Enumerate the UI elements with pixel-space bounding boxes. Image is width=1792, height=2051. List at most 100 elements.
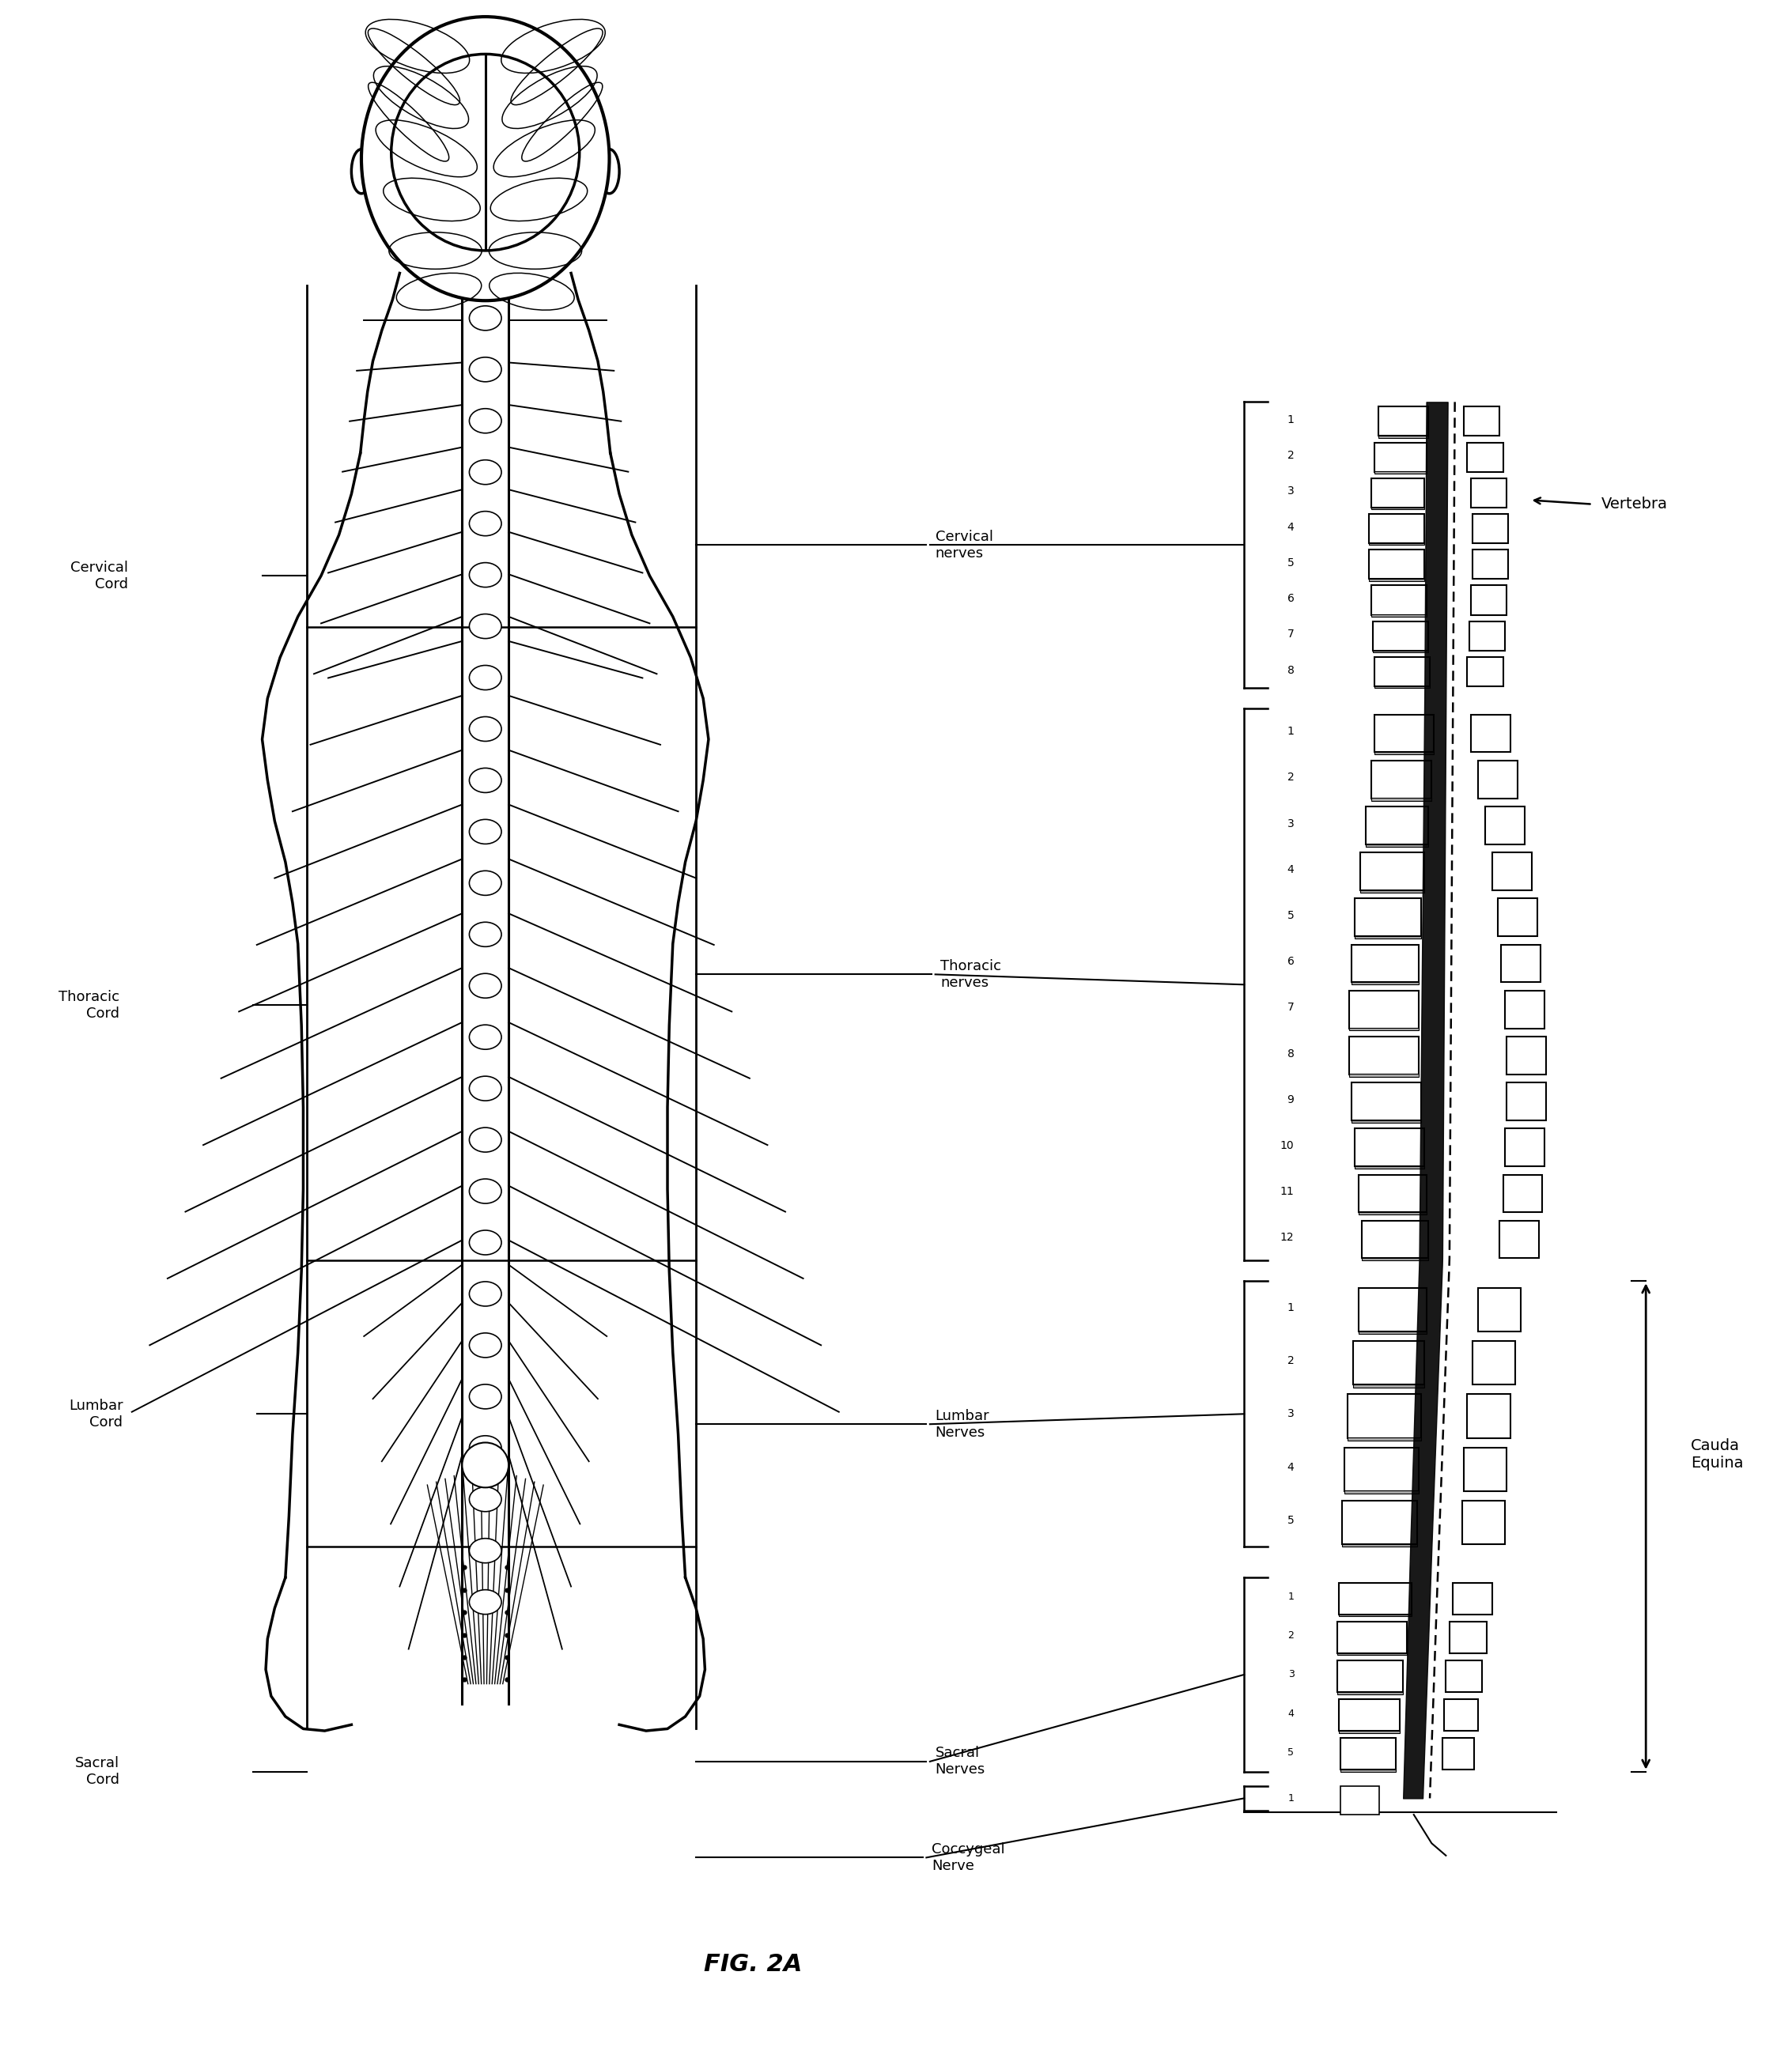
Ellipse shape bbox=[470, 459, 502, 484]
Bar bbox=[1373, 621, 1428, 650]
Bar bbox=[1464, 406, 1500, 437]
Bar bbox=[1464, 1448, 1507, 1491]
Text: 4: 4 bbox=[1287, 521, 1294, 533]
Bar bbox=[1358, 1288, 1426, 1331]
Bar bbox=[1340, 1786, 1380, 1815]
Text: 5: 5 bbox=[1287, 911, 1294, 921]
Bar bbox=[1486, 806, 1525, 845]
Bar bbox=[1355, 1128, 1425, 1167]
Bar bbox=[1355, 935, 1421, 939]
Bar bbox=[1473, 515, 1509, 544]
Text: Vertebra: Vertebra bbox=[1602, 496, 1668, 511]
Circle shape bbox=[362, 16, 609, 301]
Text: 6: 6 bbox=[1287, 956, 1294, 968]
Bar bbox=[1349, 1075, 1419, 1077]
Bar bbox=[1443, 1737, 1475, 1770]
Ellipse shape bbox=[470, 974, 502, 999]
Text: 8: 8 bbox=[1287, 665, 1294, 677]
Ellipse shape bbox=[470, 1077, 502, 1101]
Bar bbox=[1468, 1395, 1511, 1438]
Bar bbox=[1498, 898, 1538, 937]
Ellipse shape bbox=[470, 923, 502, 948]
Bar bbox=[1349, 1036, 1419, 1075]
Bar bbox=[1374, 443, 1426, 472]
Bar bbox=[1471, 714, 1511, 753]
Ellipse shape bbox=[470, 306, 502, 330]
Bar bbox=[1369, 550, 1425, 578]
Text: 5: 5 bbox=[1287, 558, 1294, 568]
Text: 3: 3 bbox=[1287, 1409, 1294, 1419]
Text: 2: 2 bbox=[1287, 449, 1294, 461]
Text: 3: 3 bbox=[1288, 1670, 1294, 1680]
Bar bbox=[1339, 1583, 1412, 1614]
Ellipse shape bbox=[470, 1384, 502, 1409]
Bar bbox=[1366, 806, 1428, 845]
Ellipse shape bbox=[470, 1179, 502, 1204]
Bar bbox=[1353, 1341, 1425, 1384]
Bar bbox=[1358, 1175, 1426, 1212]
Bar bbox=[1468, 656, 1503, 687]
Bar bbox=[1351, 1120, 1421, 1122]
Ellipse shape bbox=[470, 1333, 502, 1358]
Text: Cauda
Equina: Cauda Equina bbox=[1690, 1438, 1744, 1471]
Ellipse shape bbox=[470, 1538, 502, 1563]
Bar bbox=[1342, 1501, 1417, 1544]
Text: 6: 6 bbox=[1287, 593, 1294, 605]
Text: 1: 1 bbox=[1288, 1592, 1294, 1602]
Text: 4: 4 bbox=[1288, 1708, 1294, 1719]
Text: 3: 3 bbox=[1287, 486, 1294, 496]
Ellipse shape bbox=[470, 408, 502, 433]
Bar bbox=[1502, 946, 1541, 982]
Bar bbox=[1453, 1583, 1493, 1614]
Ellipse shape bbox=[470, 562, 502, 587]
Text: 11: 11 bbox=[1279, 1185, 1294, 1198]
Bar bbox=[1507, 1083, 1546, 1120]
Ellipse shape bbox=[470, 872, 502, 896]
Bar bbox=[1478, 761, 1518, 798]
Ellipse shape bbox=[470, 665, 502, 689]
Bar bbox=[1371, 761, 1432, 798]
Text: Coccygeal
Nerve: Coccygeal Nerve bbox=[932, 1842, 1005, 1873]
Text: 1: 1 bbox=[1287, 414, 1294, 425]
Bar bbox=[1351, 946, 1419, 982]
Text: 7: 7 bbox=[1287, 1003, 1294, 1013]
Bar bbox=[1473, 1341, 1516, 1384]
Bar bbox=[1374, 714, 1434, 753]
Bar bbox=[1337, 1653, 1407, 1655]
Bar bbox=[1374, 656, 1430, 687]
Text: 2: 2 bbox=[1288, 1631, 1294, 1641]
Bar bbox=[1473, 550, 1509, 578]
Ellipse shape bbox=[462, 1442, 509, 1487]
Ellipse shape bbox=[470, 820, 502, 843]
Text: Thoracic
Cord: Thoracic Cord bbox=[59, 991, 120, 1021]
Ellipse shape bbox=[599, 150, 620, 193]
Bar bbox=[1355, 1167, 1425, 1169]
Bar bbox=[1362, 1257, 1428, 1261]
Bar bbox=[1371, 798, 1432, 800]
Bar bbox=[1468, 443, 1503, 472]
Text: 10: 10 bbox=[1279, 1140, 1294, 1151]
Text: 3: 3 bbox=[1287, 818, 1294, 829]
Bar bbox=[1446, 1659, 1482, 1692]
Text: 8: 8 bbox=[1287, 1048, 1294, 1058]
Text: Cervical
Cord: Cervical Cord bbox=[70, 560, 129, 591]
Ellipse shape bbox=[470, 613, 502, 638]
Text: Lumbar
Cord: Lumbar Cord bbox=[68, 1399, 124, 1430]
Ellipse shape bbox=[351, 150, 371, 193]
Bar bbox=[1505, 1128, 1545, 1167]
Bar bbox=[1360, 853, 1425, 890]
Bar bbox=[1366, 845, 1428, 847]
Bar bbox=[1344, 1448, 1419, 1491]
Text: Sacral
Nerves: Sacral Nerves bbox=[935, 1745, 986, 1776]
Text: 1: 1 bbox=[1287, 726, 1294, 736]
Bar bbox=[1339, 1698, 1400, 1731]
Ellipse shape bbox=[470, 357, 502, 381]
Bar bbox=[1348, 1395, 1421, 1438]
Ellipse shape bbox=[470, 1590, 502, 1614]
Text: 9: 9 bbox=[1287, 1093, 1294, 1105]
Bar bbox=[1337, 1692, 1403, 1694]
Bar bbox=[1358, 1212, 1426, 1214]
Bar bbox=[1444, 1698, 1478, 1731]
Bar bbox=[1339, 1614, 1412, 1616]
Ellipse shape bbox=[470, 1231, 502, 1255]
